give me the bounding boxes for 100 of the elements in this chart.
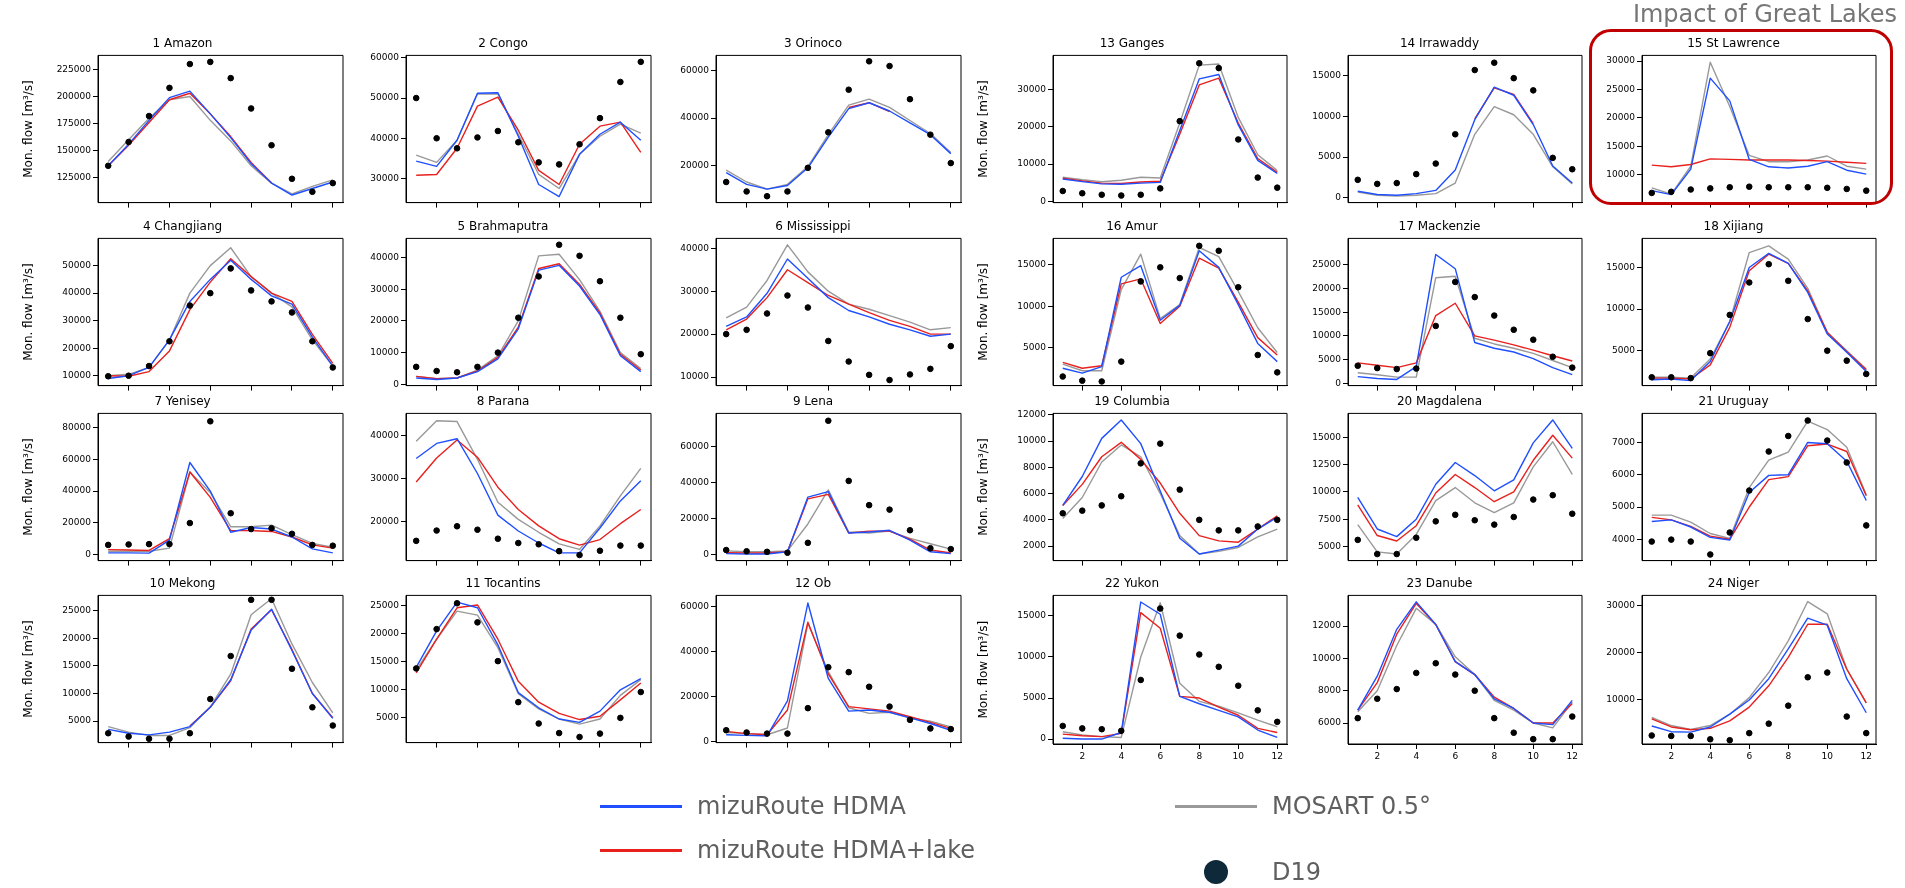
y-tick-label: 50000 [370,92,400,103]
chart-title: 6 Mississippi [775,219,851,234]
y-tick-label: 12000 [1017,409,1047,420]
y-tick-label: 4000 [1612,533,1636,544]
y-tick-label: 2000 [1023,540,1047,551]
y-tick-label: 40000 [680,477,710,488]
chart-title: 21 Uruguay [1698,394,1769,409]
chart-title: 5 Brahmaputra [457,219,549,234]
y-tick-label: 30000 [370,472,400,483]
y-tick-label: 7500 [1318,513,1342,524]
y-tick-label: 40000 [680,112,710,123]
chart-title: 7 Yenisey [154,394,211,409]
y-tick-label: 15000 [1312,306,1342,317]
chart-title: 10 Mekong [149,576,216,591]
y-tick-label: 175000 [56,117,92,128]
y-tick-label: 15000 [1606,261,1636,272]
y-tick-label: 25000 [1606,83,1636,94]
x-tick-label: 4 [1413,750,1420,761]
y-tick-label: 60000 [680,441,710,452]
x-tick-label: 6 [1157,750,1164,761]
y-tick-label: 40000 [62,287,92,298]
chart-title: 17 Mackenzie [1398,219,1481,234]
chart-title: 4 Changjiang [142,219,223,234]
y-tick-label: 5000 [1318,151,1342,162]
y-tick-label: 125000 [56,172,92,183]
y-tick-label: 20000 [1606,112,1636,123]
y-tick-label: 5000 [1023,692,1047,703]
y-tick-label: 40000 [370,251,400,262]
y-tick-label: 6000 [1318,717,1342,728]
y-tick-label: 20000 [680,159,710,170]
y-tick-label: 0 [1040,733,1047,744]
x-tick-label: 10 [1821,750,1834,761]
y-tick-label: 10000 [370,684,400,695]
y-tick-label: 20000 [62,517,92,528]
y-axis-title: Mon. flow [m³/s] [976,438,991,536]
y-tick-label: 15000 [1017,259,1047,270]
x-tick-label: 4 [1118,750,1125,761]
y-tick-label: 10000 [1017,300,1047,311]
y-tick-label: 10000 [62,370,92,381]
y-tick-label: 12500 [1312,458,1342,469]
x-tick-label: 2 [1079,750,1086,761]
y-axis-title: Mon. flow [m³/s] [21,438,36,536]
y-tick-label: 15000 [1312,70,1342,81]
y-axis-title: Mon. flow [m³/s] [976,620,991,719]
y-tick-label: 40000 [62,485,92,496]
y-tick-label: 8000 [1318,685,1342,696]
y-tick-label: 20000 [1312,282,1342,293]
y-tick-label: 80000 [62,422,92,432]
y-tick-label: 25000 [1312,259,1342,270]
x-tick-label: 12 [1271,750,1283,761]
chart-title: 22 Yukon [1104,576,1160,591]
chart-title: 18 Xijiang [1703,219,1764,234]
y-tick-label: 20000 [1606,647,1636,658]
y-tick-label: 60000 [680,600,710,611]
y-tick-label: 6000 [1612,469,1636,480]
y-tick-label: 10000 [1606,694,1636,705]
y-tick-label: 5000 [376,712,400,723]
chart-title: 13 Ganges [1099,36,1165,51]
y-tick-label: 0 [703,735,710,746]
chart-title: 12 Ob [794,576,832,591]
chart-title: 16 Amur [1106,219,1158,234]
y-tick-label: 10000 [1017,651,1047,662]
y-tick-label: 12000 [1312,620,1342,631]
y-tick-label: 40000 [680,645,710,656]
y-tick-label: 20000 [1017,121,1047,132]
y-tick-label: 20000 [370,315,400,326]
x-tick-label: 2 [1374,750,1381,761]
y-axis-title: Mon. flow [m³/s] [976,80,991,178]
chart-title: 15 St Lawrence [1687,36,1780,51]
y-tick-label: 10000 [1312,652,1342,663]
y-tick-label: 20000 [62,632,92,643]
y-tick-label: 10000 [1312,486,1342,497]
y-tick-label: 150000 [56,144,92,155]
y-tick-label: 10000 [680,371,710,382]
x-tick-label: 2 [1668,750,1675,761]
x-tick-label: 12 [1566,750,1578,761]
y-tick-label: 30000 [370,283,400,294]
y-tick-label: 5000 [1023,341,1047,352]
y-tick-label: 6000 [1023,487,1047,498]
x-tick-label: 10 [1232,750,1245,761]
y-tick-label: 10000 [370,346,400,357]
x-tick-label: 4 [1707,750,1714,761]
y-tick-label: 30000 [62,315,92,326]
x-tick-label: 8 [1491,750,1498,761]
y-tick-label: 60000 [680,65,710,76]
y-tick-label: 0 [1335,377,1342,388]
y-tick-label: 0 [703,548,710,559]
y-axis-title: Mon. flow [m³/s] [976,263,991,361]
y-tick-label: 10000 [1312,330,1342,341]
x-tick-label: 6 [1746,750,1753,761]
chart-title: 19 Columbia [1094,394,1170,409]
y-tick-label: 40000 [370,132,400,143]
chart-title: 3 Orinoco [783,36,843,51]
chart-title: 20 Magdalena [1396,394,1483,409]
y-tick-label: 15000 [1312,431,1342,442]
text: Impact of Great Lakes [1632,0,1898,28]
y-tick-label: 0 [393,378,400,389]
y-tick-label: 20000 [680,690,710,701]
x-tick-label: 12 [1860,750,1872,761]
legend-label: MOSART 0.5° [1272,792,1432,820]
